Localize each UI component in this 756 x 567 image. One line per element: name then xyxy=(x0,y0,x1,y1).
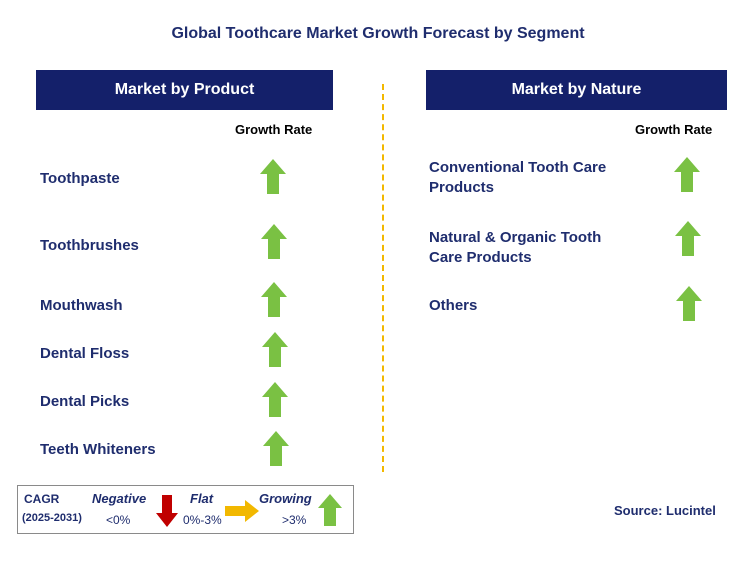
nature-growth-rate-label: Growth Rate xyxy=(635,122,713,137)
product-header: Market by Product xyxy=(36,70,333,110)
product-label-toothpaste: Toothpaste xyxy=(40,170,120,187)
flat-arrow-icon xyxy=(225,500,259,522)
legend-flat-label: Flat xyxy=(190,491,214,506)
up-arrow-icon xyxy=(318,494,342,526)
up-arrow-icon xyxy=(261,224,287,259)
product-label-mouthwash: Mouthwash xyxy=(40,297,123,314)
legend-growing-range: >3% xyxy=(282,513,307,527)
product-label-dental-floss: Dental Floss xyxy=(40,345,130,362)
product-label-toothbrushes: Toothbrushes xyxy=(40,237,139,254)
down-arrow-icon xyxy=(156,495,178,527)
legend-cagr: CAGR xyxy=(24,492,60,506)
legend-period: (2025-2031) xyxy=(22,512,82,524)
legend-negative-range: <0% xyxy=(106,513,131,527)
product-label-dental-picks: Dental Picks xyxy=(40,393,130,410)
up-arrow-icon xyxy=(676,286,702,321)
up-arrow-icon xyxy=(675,221,701,256)
up-arrow-icon xyxy=(262,382,288,417)
nature-header: Market by Nature xyxy=(426,70,727,110)
panel-divider xyxy=(382,84,384,472)
up-arrow-icon xyxy=(674,157,700,192)
nature-label-others: Others xyxy=(429,297,478,314)
product-growth-rate-label: Growth Rate xyxy=(235,122,313,137)
up-arrow-icon xyxy=(262,332,288,367)
nature-label-natural-organic: Natural & Organic Tooth Care Products xyxy=(429,229,602,266)
source-note: Source: Lucintel xyxy=(614,503,716,518)
up-arrow-icon xyxy=(260,159,286,194)
legend-negative-label: Negative xyxy=(92,491,147,506)
up-arrow-icon xyxy=(263,431,289,466)
chart-title: Global Toothcare Market Growth Forecast … xyxy=(171,25,585,42)
up-arrow-icon xyxy=(261,282,287,317)
nature-label-conventional: Conventional Tooth Care Products xyxy=(429,159,607,196)
legend-growing-label: Growing xyxy=(259,491,312,506)
product-label-teeth-whiteners: Teeth Whiteners xyxy=(40,441,156,458)
legend-flat-range: 0%-3% xyxy=(183,513,222,527)
cagr-legend: CAGR (2025-2031) Negative <0% Flat 0%-3%… xyxy=(17,485,354,534)
